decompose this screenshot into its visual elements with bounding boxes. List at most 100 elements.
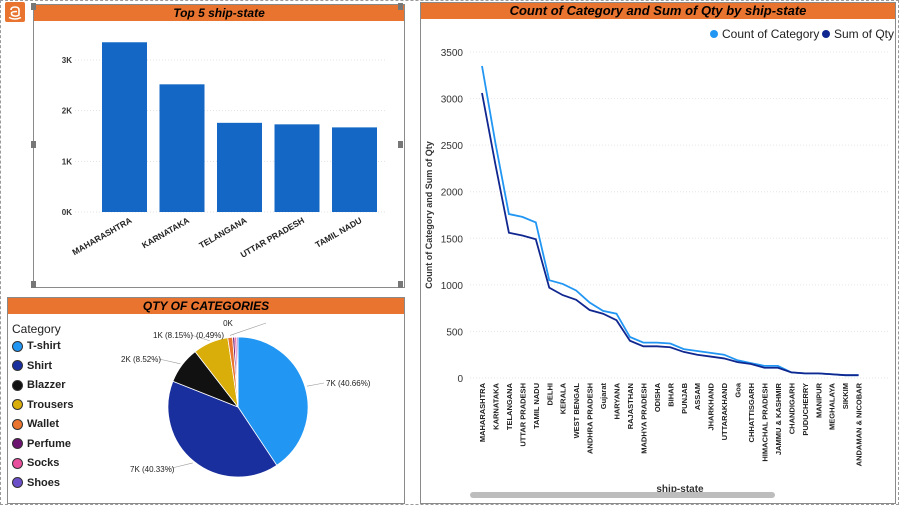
pie-data-label: 1K (8.15%) bbox=[153, 331, 193, 340]
bar bbox=[102, 42, 147, 213]
x-tick-label: DELHI bbox=[545, 383, 554, 406]
line-chart-title: Count of Category and Sum of Qty by ship… bbox=[421, 3, 895, 19]
legend-label: Blazzer bbox=[27, 379, 66, 391]
legend-item-perfume[interactable]: Perfume bbox=[12, 436, 71, 452]
y-tick-label: 1K bbox=[62, 157, 72, 166]
legend-label: Perfume bbox=[27, 437, 72, 450]
x-tick-label: UTTARAKHAND bbox=[720, 382, 729, 440]
resize-handle[interactable] bbox=[398, 281, 403, 288]
legend-label: Socks bbox=[27, 457, 60, 469]
legend-item-wallet[interactable]: Wallet bbox=[12, 416, 59, 432]
y-tick-label: 2500 bbox=[441, 141, 464, 152]
bar-chart-title: Top 5 ship-state bbox=[34, 5, 404, 21]
x-tick-label: UTTAR PRADESH bbox=[518, 383, 527, 447]
pie-slice bbox=[167, 380, 278, 478]
legend-item-socks[interactable]: Socks bbox=[12, 455, 59, 471]
legend-label: Sum of Qty bbox=[834, 27, 895, 41]
x-tick-label: JAMMU & KASHMIR bbox=[774, 382, 783, 455]
pie-data-label: 7K (40.66%) bbox=[326, 379, 371, 388]
x-tick-label: MADHYA PRADESH bbox=[639, 383, 648, 454]
legend-swatch bbox=[822, 30, 830, 38]
y-axis-title: Count of Category and Sum of Qty bbox=[424, 141, 434, 289]
resize-handle[interactable] bbox=[31, 281, 36, 288]
amazon-icon bbox=[5, 2, 25, 22]
x-tick-label: HIMACHAL PRADESH bbox=[760, 383, 769, 462]
resize-handle[interactable] bbox=[31, 3, 36, 10]
x-tick-label: BIHAR bbox=[666, 382, 675, 406]
pie-legend-title: Category bbox=[12, 322, 61, 336]
pie-data-label: 0K bbox=[223, 319, 233, 328]
y-tick-label: 1500 bbox=[441, 234, 464, 245]
pie-data-label: (0.49%) bbox=[196, 331, 224, 340]
legend-item-t-shirt[interactable]: T-shirt bbox=[12, 338, 61, 354]
legend-label: Shirt bbox=[27, 359, 53, 372]
pie-data-label: 2K (8.52%) bbox=[121, 355, 161, 364]
x-tick-label: MAHARASHTRA bbox=[478, 382, 487, 442]
x-axis-title: ship-state bbox=[656, 484, 704, 495]
legend-item-trousers[interactable]: Trousers bbox=[12, 397, 73, 413]
legend-label: Wallet bbox=[27, 418, 59, 430]
legend-swatch bbox=[12, 379, 23, 391]
legend-item-shoes[interactable]: Shoes bbox=[12, 475, 60, 491]
legend-swatch bbox=[12, 418, 23, 430]
legend-label: Shoes bbox=[27, 476, 61, 489]
resize-handle[interactable] bbox=[31, 141, 36, 148]
legend-swatch bbox=[12, 477, 23, 488]
legend-swatch bbox=[710, 30, 718, 38]
x-tick-label: KARNATAKA bbox=[491, 382, 500, 429]
y-tick-label: 0K bbox=[62, 208, 72, 217]
legend-count-of-category[interactable]: Count of Category bbox=[710, 27, 819, 41]
bar bbox=[159, 84, 205, 212]
resize-handle[interactable] bbox=[398, 3, 403, 10]
x-tick-label: KERALA bbox=[559, 382, 568, 414]
line-chart-panel[interactable]: Count of Category and Sum of Qty by ship… bbox=[420, 2, 896, 504]
pie-chart-title: QTY OF CATEGORIES bbox=[8, 298, 404, 314]
legend-swatch bbox=[12, 438, 23, 449]
legend-item-shirt[interactable]: Shirt bbox=[12, 358, 52, 374]
leader-line bbox=[167, 462, 193, 470]
x-tick-label: MANIPUR bbox=[814, 382, 823, 418]
leader-line bbox=[190, 334, 210, 342]
pie-data-label: 7K (40.33%) bbox=[130, 465, 175, 474]
leader-line bbox=[158, 358, 181, 365]
x-tick-label: ANDAMAN & NICOBAR bbox=[855, 382, 864, 466]
leader-line bbox=[306, 382, 325, 387]
legend-label: Trousers bbox=[27, 398, 74, 411]
series-line bbox=[481, 92, 859, 377]
x-tick-label: TAMIL NADU bbox=[532, 383, 541, 429]
x-tick-label: Gujarat bbox=[599, 383, 608, 410]
x-tick-label: ASSAM bbox=[693, 383, 702, 410]
x-tick-label: JHARKHAND bbox=[707, 382, 716, 430]
x-tick-label: CHHATTISGARH bbox=[747, 383, 756, 442]
resize-handle[interactable] bbox=[398, 141, 403, 148]
y-tick-label: 3500 bbox=[441, 48, 464, 59]
leader-line bbox=[229, 322, 267, 336]
horizontal-scrollbar[interactable] bbox=[470, 492, 775, 498]
y-tick-label: 2K bbox=[62, 107, 72, 116]
y-tick-label: 2000 bbox=[441, 188, 464, 199]
legend-swatch bbox=[12, 360, 23, 371]
legend-label: Count of Category bbox=[722, 27, 820, 41]
y-tick-label: 0 bbox=[457, 374, 463, 385]
y-tick-label: 3000 bbox=[441, 95, 464, 106]
y-tick-label: 1000 bbox=[441, 281, 464, 292]
x-tick-label: TELANGANA bbox=[505, 382, 514, 430]
x-tick-label: CHANDIGARH bbox=[787, 383, 796, 434]
x-tick-label: PUNJAB bbox=[680, 382, 689, 413]
x-tick-label: HARYANA bbox=[613, 382, 622, 419]
legend-item-blazzer[interactable]: Blazzer bbox=[12, 377, 66, 393]
legend-label: T-shirt bbox=[27, 340, 61, 352]
x-tick-label: WEST BENGAL bbox=[572, 383, 581, 439]
legend-swatch bbox=[12, 340, 23, 352]
pie-slice bbox=[236, 336, 239, 408]
x-tick-label: ANDHRA PRADESH bbox=[586, 383, 595, 454]
legend-sum-of-qty[interactable]: Sum of Qty bbox=[822, 27, 894, 41]
legend-swatch bbox=[12, 399, 23, 410]
y-tick-label: 3K bbox=[62, 56, 72, 65]
bar bbox=[217, 122, 262, 212]
legend-swatch bbox=[12, 457, 23, 469]
series-line bbox=[481, 65, 859, 377]
